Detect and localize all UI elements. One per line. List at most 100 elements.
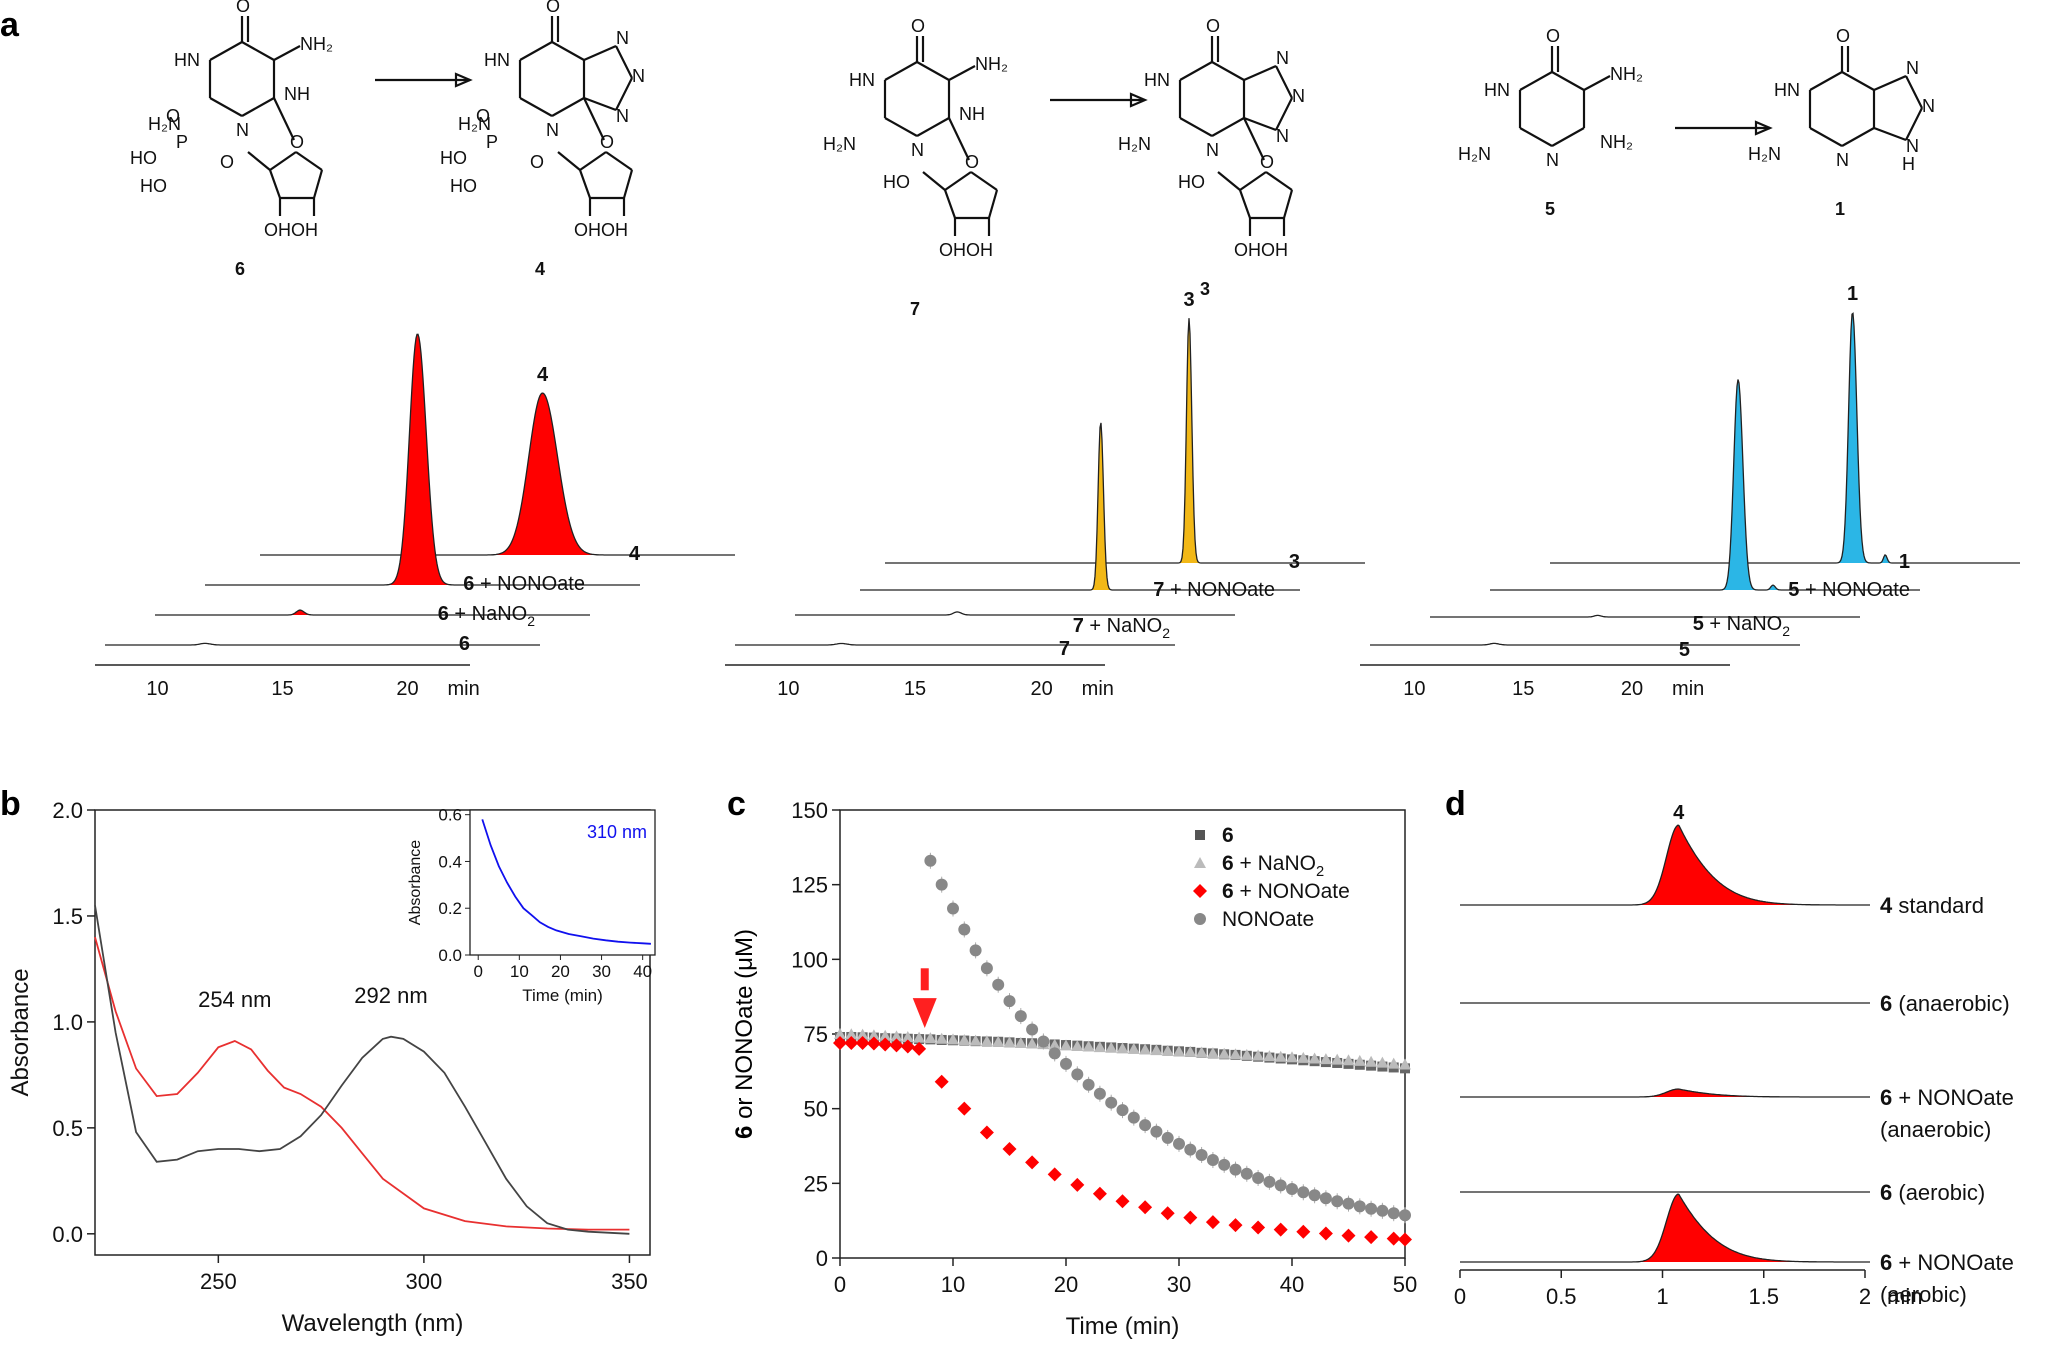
bond <box>916 117 950 137</box>
inset-x-axis-label: Time (min) <box>522 986 603 1005</box>
trace-label-text: (anaerobic) <box>1892 991 2009 1016</box>
chromatogram-trace <box>1430 614 1860 618</box>
data-point-triangle <box>1252 1049 1265 1061</box>
data-point-diamond <box>1002 1141 1017 1156</box>
data-point-triangle <box>1376 1056 1389 1068</box>
trace-label-text: + NONOate <box>1892 1085 2014 1110</box>
data-point-circle <box>924 854 937 867</box>
data-point-diamond <box>1115 1194 1130 1209</box>
atom-HO: HO <box>130 148 157 168</box>
triazole-bond <box>1243 64 1277 82</box>
peak-label: 4 <box>537 364 549 386</box>
x-tick-label: 15 <box>904 678 926 700</box>
data-point-triangle <box>1093 1041 1106 1053</box>
reaction-arrow-3-head <box>1754 120 1773 136</box>
data-point-triangle <box>935 1032 948 1044</box>
data-point-diamond <box>934 1074 949 1089</box>
data-point-circle <box>1206 1154 1219 1167</box>
bond <box>247 151 271 171</box>
x-tick-label: 10 <box>777 678 799 700</box>
atom-HO: HO <box>450 176 477 196</box>
data-point-circle <box>1173 1137 1185 1150</box>
y-axis-label-num: 6 <box>731 1126 758 1139</box>
atom-OHOH: OHOH <box>264 220 318 240</box>
trace-label: 6 (anaerobic) <box>1880 991 2010 1016</box>
atom-N: N <box>632 66 645 86</box>
trace-label: 7 + NaNO2 <box>1073 615 1170 641</box>
bond <box>551 41 585 61</box>
compound-number: 1 <box>1835 199 1845 219</box>
trace-label-text: + NaNO <box>1704 613 1782 635</box>
data-point-triangle <box>1014 1036 1027 1048</box>
legend-marker <box>1194 913 1206 925</box>
chromatogram-trace <box>155 609 590 616</box>
compound-number: 3 <box>1200 279 1210 299</box>
trace-label-sub: 2 <box>1782 623 1790 639</box>
data-point-diamond <box>1228 1218 1243 1233</box>
data-point-circle <box>1003 995 1016 1008</box>
inset-y-tick-label: 0.6 <box>438 806 462 825</box>
bond <box>551 97 585 117</box>
atom-NH: NH <box>284 84 310 104</box>
data-point-triangle <box>1274 1050 1287 1062</box>
atom-O: O <box>546 0 560 16</box>
compound-5: O HN H₂N N NH₂ NH₂ 5 <box>1458 26 1643 219</box>
chromatogram-trace <box>795 611 1235 616</box>
atom-O: O <box>1206 16 1220 36</box>
time-course-chart: 0 10 20 30 40 50 0 25 50 75 100 125 150 Time (min) 6 o… <box>731 798 1417 1340</box>
x-tick-label: 0.5 <box>1546 1284 1577 1309</box>
inset-y-tick-label: 0.4 <box>438 852 462 871</box>
x-axis-label: Time (min) <box>1066 1313 1180 1340</box>
atom-HN: HN <box>1484 80 1510 100</box>
atom-N: N <box>616 106 629 126</box>
chromatogram-trace <box>885 318 1365 564</box>
data-point-triangle <box>1026 1037 1039 1049</box>
data-point-diamond <box>1341 1228 1356 1243</box>
bond <box>1841 127 1875 147</box>
ribose-bond <box>578 169 592 199</box>
trace-label-num: 1 <box>1899 551 1910 573</box>
data-point-diamond <box>878 1037 893 1052</box>
addition-arrow-head <box>912 998 937 1029</box>
legend-label: 6 <box>1222 824 1234 847</box>
atom-N: N <box>1276 126 1289 146</box>
data-point-triangle <box>1127 1042 1140 1054</box>
legend-label-sub: 2 <box>1316 864 1324 880</box>
x-tick-label: 15 <box>1512 678 1534 700</box>
atom-N: N <box>911 140 924 160</box>
bond <box>884 61 918 81</box>
x-tick-label: 20 <box>396 678 418 700</box>
chromatogram-trace <box>105 642 540 646</box>
trace-label-num: 3 <box>1289 551 1300 573</box>
x-unit-label: min <box>448 678 480 700</box>
atom-O: O <box>1836 26 1850 46</box>
y-tick-label: 150 <box>791 798 828 823</box>
data-point-circle <box>969 944 982 957</box>
atom-HN: HN <box>1144 70 1170 90</box>
data-point-triangle <box>1229 1048 1242 1060</box>
data-point-circle <box>1331 1195 1344 1208</box>
trace-label: 5 <box>1679 639 1690 661</box>
data-point-triangle <box>958 1033 971 1045</box>
legend-marker <box>1194 857 1206 868</box>
triazole-bond <box>583 44 617 62</box>
triazole-bond <box>1873 74 1907 92</box>
inset-x-tick-label: 20 <box>551 962 570 981</box>
atom-HN: HN <box>1774 80 1800 100</box>
trace-label-text: (aerobic) <box>1892 1180 1985 1205</box>
data-point-circle <box>1342 1197 1355 1210</box>
compound-number: 6 <box>235 259 245 279</box>
trace-label-num: 7 <box>1073 615 1084 637</box>
chromatogram-peak-fill <box>260 393 735 555</box>
data-point-diamond <box>957 1101 972 1116</box>
legend-label: 6 + NONOate <box>1222 880 1350 903</box>
inset-x-tick-label: 40 <box>633 962 652 981</box>
data-point-triangle <box>1060 1039 1072 1051</box>
data-point-diamond <box>866 1036 881 1051</box>
data-point-triangle <box>867 1029 880 1041</box>
data-point-circle <box>1274 1179 1287 1192</box>
